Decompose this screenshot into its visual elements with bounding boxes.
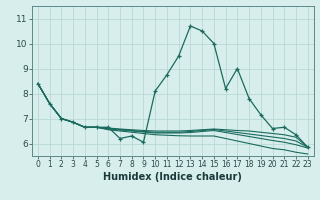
X-axis label: Humidex (Indice chaleur): Humidex (Indice chaleur) <box>103 172 242 182</box>
